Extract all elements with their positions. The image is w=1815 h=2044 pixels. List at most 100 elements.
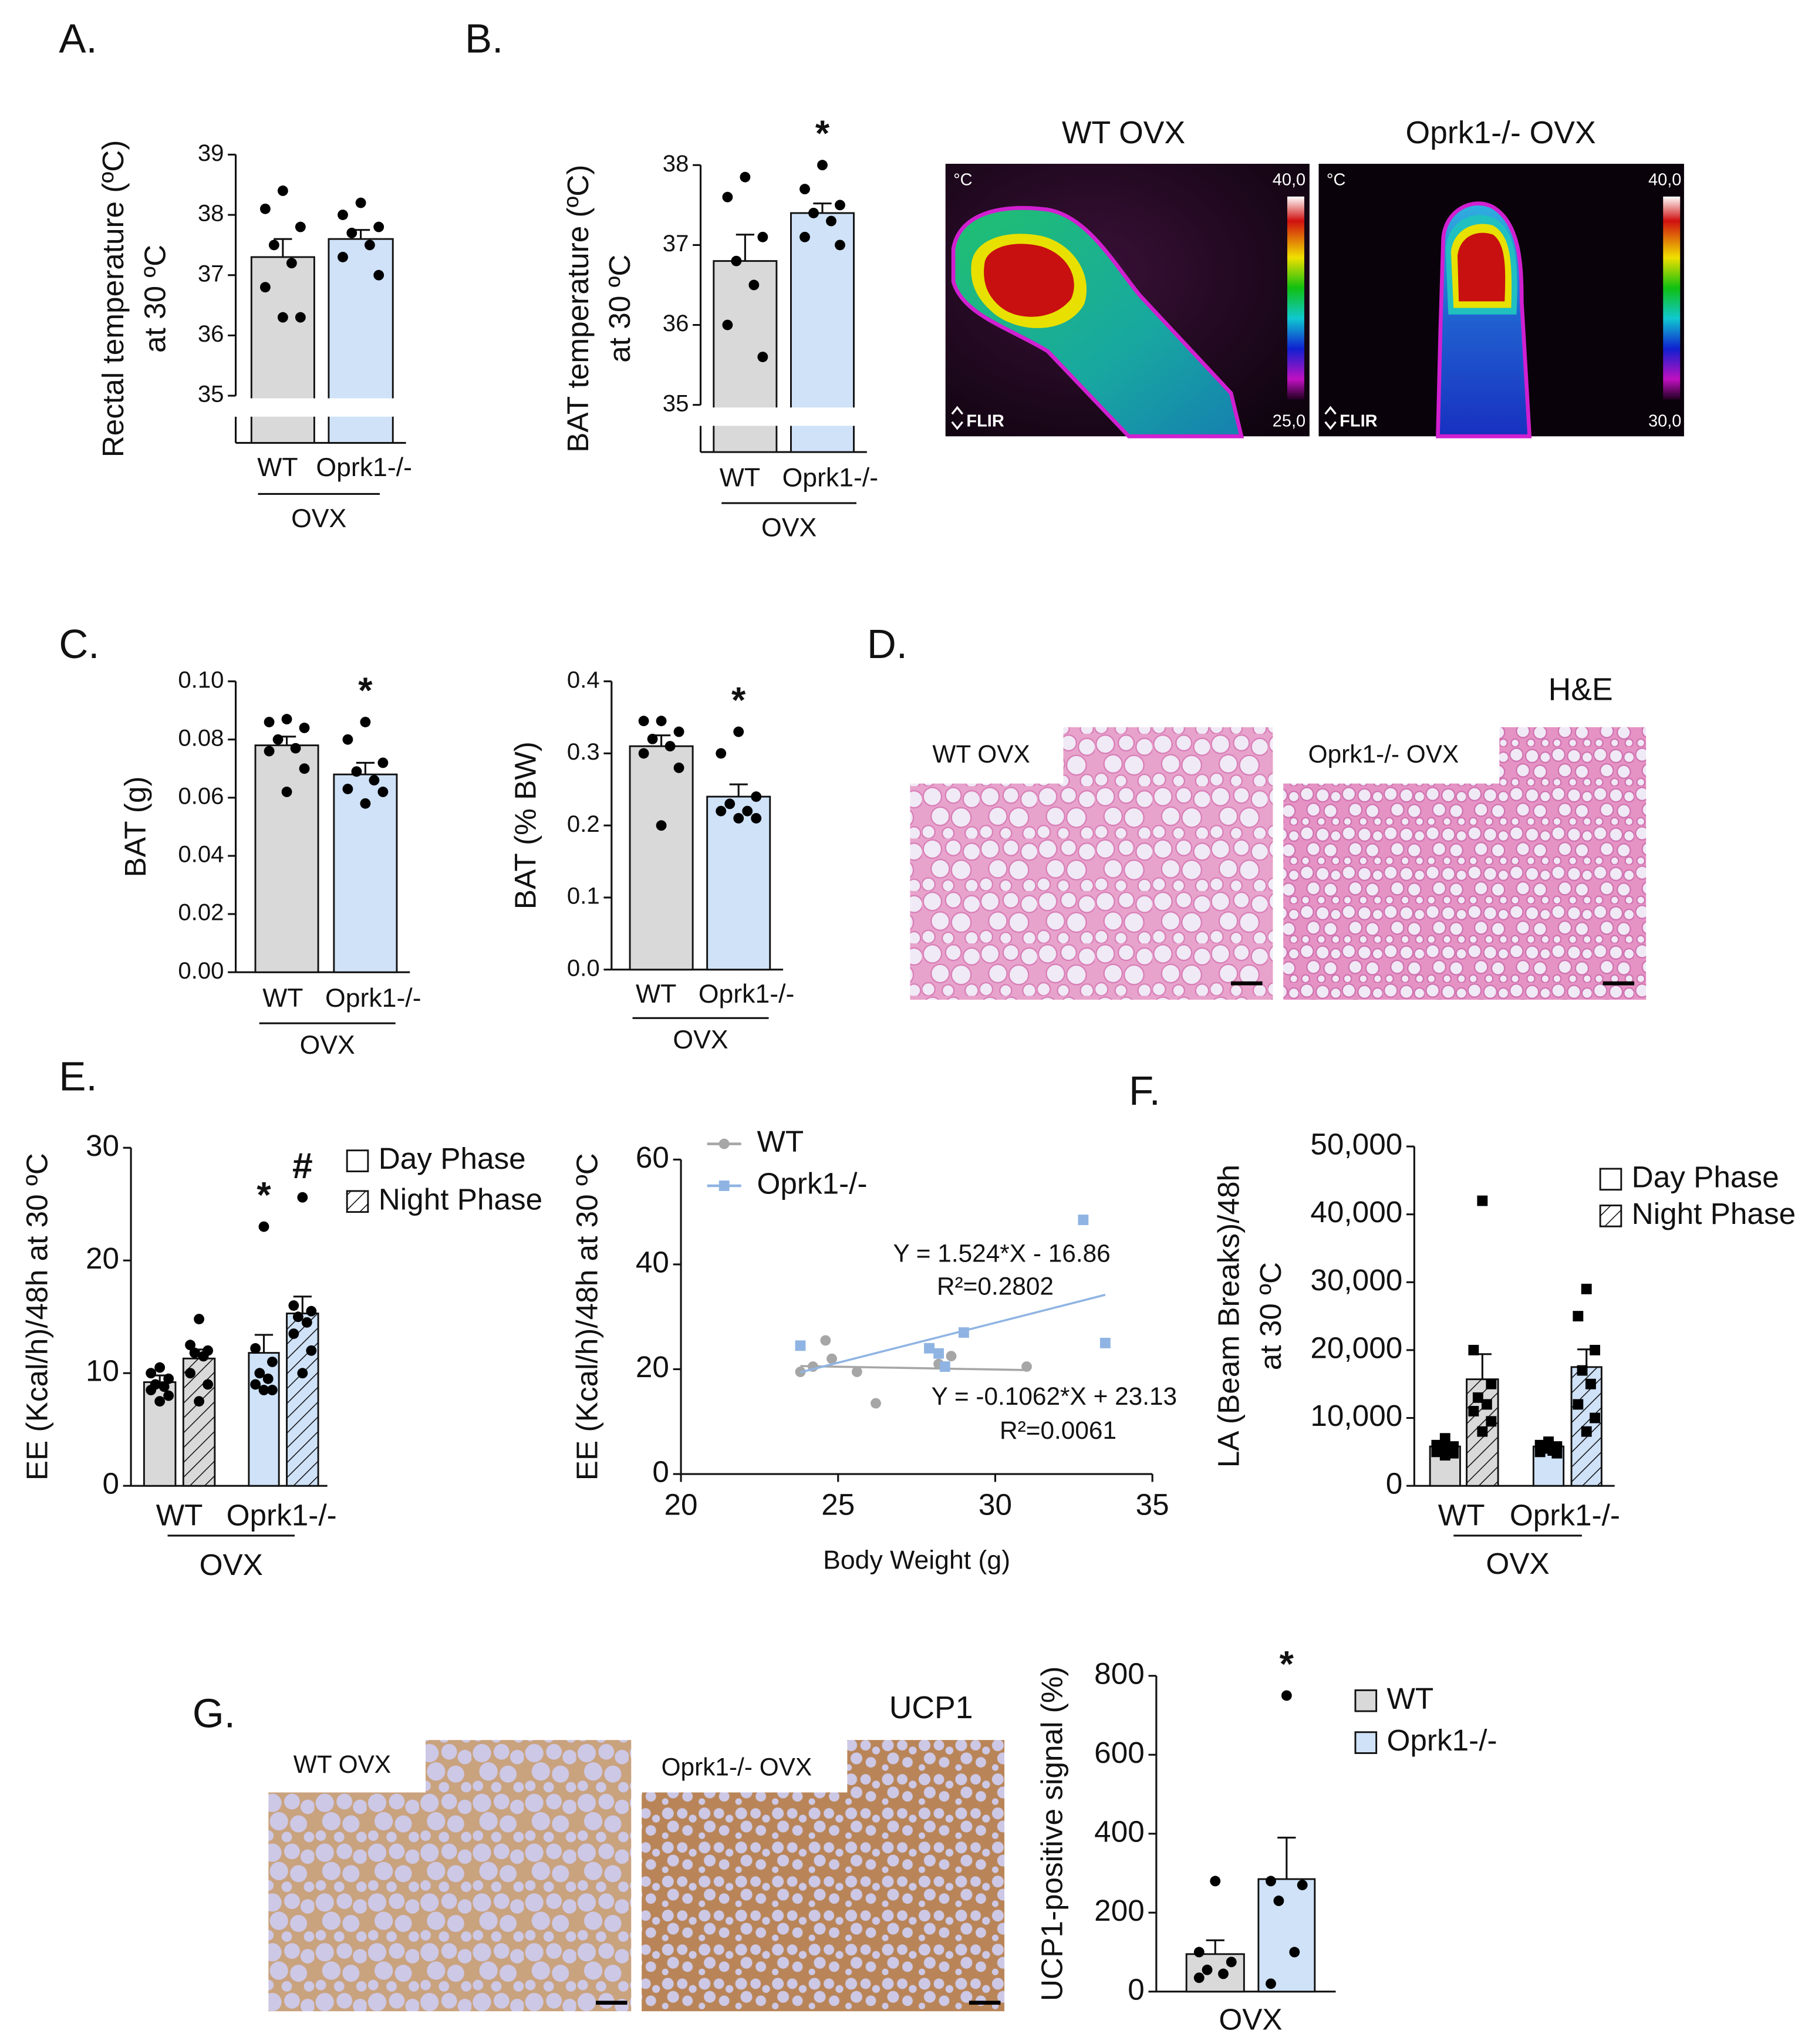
data-point bbox=[820, 1335, 831, 1346]
data-point bbox=[189, 1347, 200, 1358]
data-point bbox=[817, 160, 828, 171]
y-axis-label: LA (Beam Breaks)/48h bbox=[1212, 1165, 1246, 1468]
data-point bbox=[264, 717, 275, 727]
y-axis-label: EE (Kcal/h)/48h at 30 ºC bbox=[20, 1153, 53, 1480]
fit-line bbox=[800, 1365, 1027, 1371]
data-point bbox=[290, 743, 301, 754]
sample-label: Oprk1-/- OVX bbox=[662, 1753, 812, 1780]
data-point bbox=[656, 716, 667, 727]
x-tick-label: 25 bbox=[821, 1488, 855, 1521]
histology-image: Oprk1-/- OVX bbox=[640, 1738, 1005, 2012]
data-point bbox=[1472, 1392, 1483, 1403]
data-point bbox=[748, 279, 760, 291]
legend-label: Oprk1-/- bbox=[1387, 1723, 1497, 1757]
data-point bbox=[1218, 1968, 1229, 1979]
data-point bbox=[835, 240, 845, 251]
data-point bbox=[258, 1221, 269, 1232]
y-axis-label: BAT (g) bbox=[119, 776, 152, 877]
y-tick-label: 30,000 bbox=[1310, 1263, 1402, 1297]
data-point bbox=[742, 805, 753, 817]
data-point bbox=[258, 1385, 269, 1395]
data-point bbox=[338, 210, 348, 220]
data-point bbox=[194, 1314, 205, 1324]
data-point bbox=[673, 726, 684, 737]
data-point bbox=[724, 798, 736, 809]
data-point bbox=[198, 1351, 209, 1362]
data-point bbox=[795, 1340, 806, 1351]
data-point bbox=[360, 798, 371, 809]
y-tick-label: 20 bbox=[86, 1242, 119, 1275]
data-point bbox=[656, 820, 667, 831]
data-point bbox=[1226, 1957, 1237, 1968]
data-point bbox=[1477, 1426, 1488, 1437]
panel-label: A. bbox=[59, 16, 97, 62]
legend-marker bbox=[718, 1138, 730, 1149]
data-point bbox=[1448, 1448, 1459, 1459]
x-tick-label: Oprk1-/- bbox=[1510, 1498, 1620, 1532]
stain-label: UCP1 bbox=[889, 1691, 973, 1725]
y-axis-label: UCP1-positive signal (%) bbox=[1035, 1667, 1068, 2001]
data-point bbox=[757, 231, 768, 242]
data-point bbox=[1590, 1412, 1601, 1424]
data-point bbox=[185, 1368, 196, 1379]
legend-label: WT bbox=[1387, 1682, 1434, 1715]
bar bbox=[286, 1313, 319, 1487]
histology-image: WT OVX bbox=[909, 726, 1273, 1000]
data-point bbox=[295, 221, 306, 232]
y-tick-label: 0.04 bbox=[178, 841, 224, 868]
data-point bbox=[250, 1343, 261, 1354]
thermal-image: °C 40,0 30,0 FLIR bbox=[1318, 164, 1684, 439]
group-label: OVX bbox=[200, 1548, 263, 1581]
data-point bbox=[1281, 1690, 1292, 1701]
y-tick-label: 38 bbox=[198, 200, 224, 227]
x-tick-label: WT bbox=[257, 453, 298, 482]
data-point bbox=[757, 352, 768, 362]
sample-label: WT OVX bbox=[293, 1750, 391, 1778]
annotation: R²=0.2802 bbox=[937, 1272, 1054, 1300]
data-point bbox=[1486, 1378, 1497, 1389]
data-point bbox=[638, 716, 649, 727]
x-tick-label: Oprk1-/- bbox=[227, 1498, 337, 1532]
data-point bbox=[722, 319, 733, 330]
data-point bbox=[338, 252, 348, 262]
data-point bbox=[351, 766, 362, 777]
bar bbox=[254, 744, 319, 973]
annotation: * bbox=[358, 670, 373, 711]
y-tick-label: 39 bbox=[198, 140, 224, 166]
y-tick-label: 600 bbox=[1094, 1736, 1145, 1769]
data-point bbox=[638, 748, 649, 759]
y-axis-label: EE (Kcal/h)/48h at 30 ºC bbox=[570, 1153, 603, 1480]
data-point bbox=[1210, 1876, 1221, 1887]
y-tick-label: 0.1 bbox=[567, 883, 600, 909]
data-point bbox=[1534, 1446, 1546, 1458]
data-point bbox=[1266, 1978, 1276, 1989]
legend-label: WT bbox=[757, 1125, 804, 1158]
legend-marker bbox=[718, 1180, 730, 1191]
image-title: WT OVX bbox=[1062, 116, 1185, 150]
data-point bbox=[266, 1357, 278, 1367]
legend-swatch bbox=[346, 1190, 369, 1213]
data-point bbox=[826, 1353, 837, 1364]
annotation: * bbox=[1280, 1644, 1294, 1685]
y-tick-label: 0.10 bbox=[178, 666, 224, 693]
data-point bbox=[1266, 1876, 1276, 1887]
data-point bbox=[835, 200, 845, 211]
data-point bbox=[266, 1385, 278, 1395]
data-point bbox=[1021, 1361, 1032, 1372]
data-point bbox=[355, 197, 366, 208]
data-point bbox=[297, 1368, 308, 1379]
data-point bbox=[731, 255, 742, 267]
data-point bbox=[277, 185, 288, 196]
x-tick-label: WT bbox=[262, 984, 303, 1013]
data-point bbox=[1431, 1446, 1442, 1458]
data-point bbox=[939, 1361, 950, 1372]
image-title: Oprk1-/- OVX bbox=[1405, 116, 1595, 150]
scale-max: 40,0 bbox=[1648, 171, 1681, 190]
data-point bbox=[1481, 1399, 1492, 1410]
y-tick-label: 20,000 bbox=[1310, 1331, 1402, 1364]
data-point bbox=[259, 282, 271, 293]
sample-label: WT OVX bbox=[932, 740, 1030, 768]
